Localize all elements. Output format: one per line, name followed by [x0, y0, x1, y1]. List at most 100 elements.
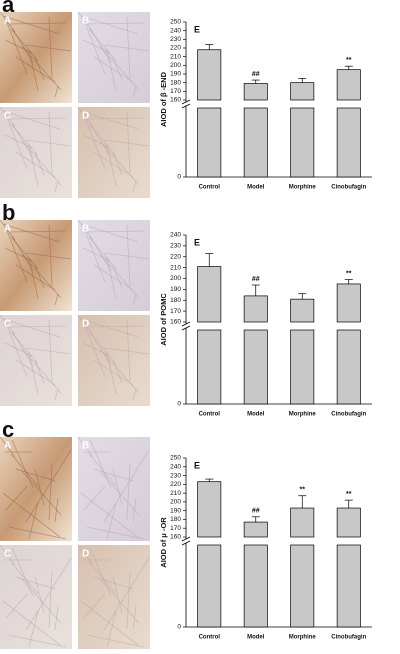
tissue-fiber: [5, 227, 28, 283]
tissue-fiber: [132, 293, 137, 306]
tissue-fiber: [25, 252, 72, 260]
chart-label: E: [194, 237, 200, 247]
y-tick-label: 0: [177, 174, 181, 181]
axis-break: [181, 103, 191, 109]
tissue-fiber: [8, 325, 67, 328]
tissue-fiber: [86, 117, 145, 120]
y-tick-label: 180: [170, 79, 181, 86]
x-tick-label: Control: [199, 185, 221, 191]
image-label: C: [4, 549, 11, 560]
tissue-fiber: [2, 318, 61, 338]
micrograph: [78, 545, 150, 649]
tissue-fiber: [48, 224, 53, 287]
image-label: D: [82, 549, 89, 560]
tissue-fiber: [28, 48, 39, 92]
chart-label: E: [194, 24, 200, 34]
bar: [336, 329, 361, 405]
tissue-fiber: [5, 593, 28, 619]
tissue-fiber: [93, 56, 134, 83]
bar: [243, 521, 268, 538]
y-tick-label: 240: [170, 232, 181, 239]
tissue-fiber: [48, 319, 53, 382]
x-tick-label: Morphine: [289, 635, 317, 641]
tissue-fiber: [80, 492, 139, 538]
significance: ##: [252, 508, 260, 515]
tissue-fiber: [5, 322, 28, 378]
tissue-fiber: [21, 45, 62, 91]
micrograph: [78, 315, 150, 406]
bar: [290, 298, 315, 323]
tissue-fiber: [8, 117, 67, 120]
tissue-fiber: [88, 453, 117, 487]
y-tick-label: 190: [170, 507, 181, 514]
y-tick-label: 0: [177, 401, 181, 408]
y-tick-label: 0: [177, 624, 181, 631]
tissue-fiber: [77, 436, 94, 458]
bar: [336, 107, 361, 178]
tissue-fiber: [54, 180, 59, 193]
tissue-fiber: [28, 351, 39, 395]
y-axis-label: AIOD of β -END: [159, 71, 168, 127]
tissue-fiber: [28, 610, 39, 648]
tissue-fiber: [89, 330, 112, 367]
tissue-fiber: [2, 600, 61, 646]
tissue-fiber: [106, 48, 117, 92]
tissue-fiber: [82, 39, 111, 54]
tissue-fiber: [5, 485, 28, 511]
image-label: A: [4, 16, 11, 27]
chart-label: E: [194, 460, 200, 470]
y-tick-label: 240: [170, 463, 181, 470]
tissue-fiber: [8, 230, 67, 233]
bar: [197, 49, 222, 101]
tissue-fiber: [106, 256, 117, 300]
tissue-fiber: [89, 122, 112, 159]
tissue-fiber: [80, 223, 139, 243]
tissue-fiber: [112, 264, 123, 289]
y-tick-label: 200: [170, 275, 181, 282]
y-tick-label: 220: [170, 481, 181, 488]
bar: [336, 544, 361, 628]
tissue-fiber: [82, 247, 111, 262]
tissue-fiber: [112, 151, 123, 176]
tissue-fiber: [83, 322, 106, 378]
tissue-fiber: [93, 576, 134, 590]
y-axis-label: AIOD of μ -OR: [159, 517, 168, 568]
bar: [243, 329, 268, 405]
tissue-fiber: [4, 134, 33, 149]
bar: [197, 107, 222, 178]
tissue-fiber: [106, 143, 117, 187]
tissue-fiber: [88, 561, 117, 595]
tissue-fiber: [5, 114, 28, 170]
tissue-fiber: [15, 576, 56, 590]
tissue-fiber: [89, 547, 112, 597]
x-tick-label: Model: [247, 412, 265, 418]
bar: [290, 544, 315, 628]
tissue-fiber: [103, 557, 150, 631]
y-tick-label: 210: [170, 53, 181, 60]
tissue-fiber: [21, 253, 62, 299]
tissue-fiber: [126, 16, 131, 79]
tissue-fiber: [34, 151, 45, 176]
tissue-fiber: [93, 359, 134, 386]
tissue-fiber: [28, 143, 39, 187]
tissue-fiber: [11, 439, 34, 489]
tissue-fiber: [132, 85, 137, 98]
tissue-fiber: [0, 544, 16, 566]
bar: [290, 82, 315, 101]
tissue-fiber: [11, 122, 34, 159]
tissue-fiber: [8, 634, 67, 648]
image-label: D: [82, 319, 89, 330]
tissue-fiber: [132, 388, 137, 401]
significance: **: [346, 57, 352, 64]
bar: [243, 107, 268, 178]
image-label: A: [4, 224, 11, 235]
tissue-fiber: [34, 264, 45, 289]
micrograph: [78, 12, 150, 103]
tissue-fiber: [82, 342, 111, 357]
bar: [197, 544, 222, 628]
tissue-fiber: [54, 388, 59, 401]
tissue-fiber: [132, 605, 137, 631]
tissue-fiber: [2, 223, 61, 243]
axis-break: [181, 536, 191, 542]
